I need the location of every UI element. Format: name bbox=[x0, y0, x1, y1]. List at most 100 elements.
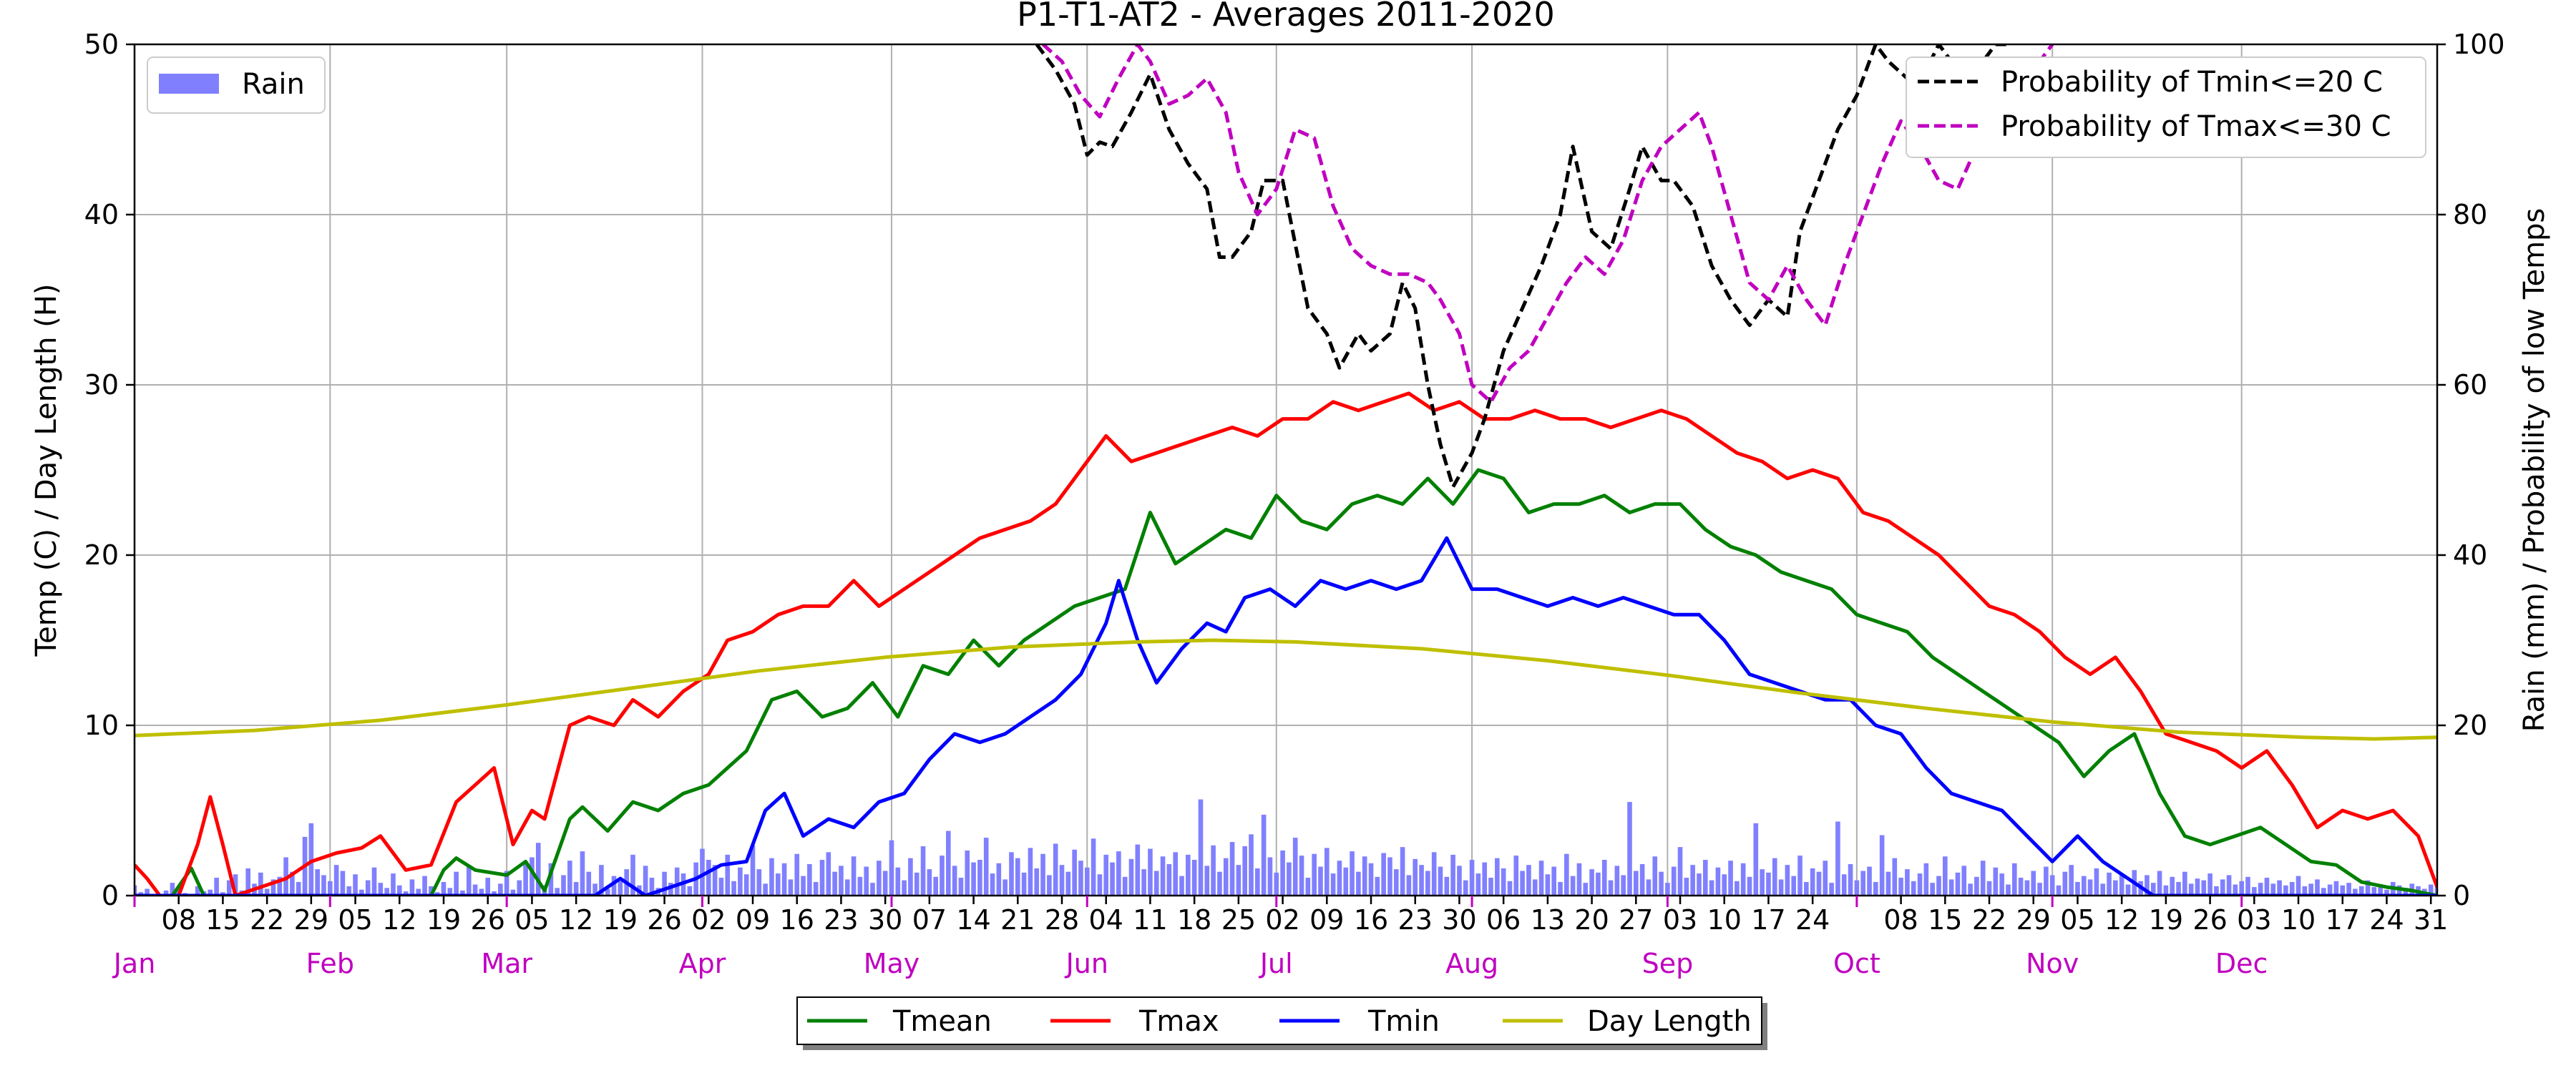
rain-bar bbox=[1766, 872, 1771, 896]
month-tick-label: Feb bbox=[306, 948, 354, 979]
week-tick-label: 23 bbox=[824, 904, 858, 936]
week-tick-label: 31 bbox=[2414, 904, 2448, 936]
rain-bar bbox=[908, 858, 913, 896]
rain-bar bbox=[1065, 871, 1071, 896]
rain-bar bbox=[2327, 884, 2333, 896]
week-tick-label: 17 bbox=[1751, 904, 1785, 936]
rain-bar bbox=[1715, 867, 1721, 896]
rain-bar bbox=[877, 861, 882, 896]
rain-bar bbox=[1986, 881, 1992, 896]
rain-bar bbox=[1204, 866, 1210, 896]
rain-bar bbox=[208, 889, 213, 896]
month-tick-label: Mar bbox=[481, 948, 532, 979]
week-tick-label: 11 bbox=[1133, 904, 1167, 936]
rain-bar bbox=[1835, 821, 1840, 896]
rain-bar bbox=[561, 875, 566, 896]
rain-bar bbox=[296, 881, 301, 896]
rain-bar bbox=[1507, 881, 1513, 896]
rain-bar bbox=[1513, 856, 1519, 896]
week-tick-label: 05 bbox=[514, 904, 549, 936]
rain-bar bbox=[1867, 866, 1872, 896]
rain-bar bbox=[472, 884, 478, 896]
rain-bar bbox=[1148, 848, 1153, 896]
rain-bar bbox=[738, 867, 743, 896]
week-tick-label: 04 bbox=[1089, 904, 1123, 936]
week-tick-label: 09 bbox=[1309, 904, 1344, 936]
rain-bar bbox=[2245, 876, 2250, 896]
rain-bar bbox=[1785, 865, 1790, 896]
rain-bar bbox=[611, 876, 617, 896]
rain-bar bbox=[1091, 838, 1096, 896]
month-tick-label: Oct bbox=[1833, 948, 1880, 979]
rain-bar bbox=[1305, 878, 1311, 896]
rain-bar bbox=[1261, 814, 1267, 896]
rain-bar bbox=[573, 881, 579, 896]
rain-bar bbox=[1905, 869, 1910, 896]
rain-bar bbox=[2201, 880, 2207, 896]
week-tick-label: 13 bbox=[1531, 904, 1565, 936]
rain-bar bbox=[1457, 866, 1462, 896]
month-tick-label: Jun bbox=[1065, 948, 1108, 979]
right-tick-label: 20 bbox=[2453, 710, 2487, 741]
week-tick-label: 03 bbox=[1663, 904, 1697, 936]
rain-bar bbox=[1722, 874, 1727, 896]
week-tick-label: 26 bbox=[647, 904, 681, 936]
rain-bar bbox=[2176, 881, 2181, 896]
rain-bar bbox=[1028, 848, 1033, 896]
month-tick-label: Nov bbox=[2026, 948, 2079, 979]
rain-bar bbox=[990, 873, 995, 896]
rain-bar bbox=[1608, 880, 1614, 896]
rain-bar bbox=[2371, 887, 2377, 896]
rain-bar bbox=[1413, 858, 1418, 896]
rain-bar bbox=[839, 866, 844, 896]
rain-bar bbox=[1337, 861, 1342, 896]
rain-bar bbox=[1804, 881, 1809, 896]
rain-bar bbox=[2296, 876, 2301, 896]
rain-bar bbox=[2044, 866, 2049, 896]
legend-probability: Probability of Tmin<=20 C Probability of… bbox=[1906, 57, 2426, 158]
rain-bar bbox=[333, 865, 339, 896]
rain-bar bbox=[498, 883, 503, 896]
rain-bar bbox=[1702, 860, 1708, 896]
rain-bar bbox=[864, 866, 869, 896]
rain-bar bbox=[567, 861, 572, 896]
rain-bar bbox=[510, 889, 516, 896]
rain-bar bbox=[756, 869, 762, 896]
rain-bar bbox=[2094, 868, 2099, 896]
rain-bar bbox=[927, 869, 932, 896]
legend-bottom: Tmean Tmax Tmin Day Length bbox=[796, 996, 1767, 1050]
rain-bar bbox=[1350, 851, 1355, 896]
rain-bar bbox=[2283, 885, 2288, 896]
rain-bar bbox=[2428, 884, 2434, 896]
rain-bar bbox=[1324, 848, 1330, 896]
rain-bar bbox=[933, 876, 938, 896]
right-axis-label: Rain (mm) / Probability of low Temps bbox=[2518, 208, 2551, 733]
week-tick-label: 05 bbox=[2060, 904, 2094, 936]
rain-bar bbox=[1375, 876, 1380, 896]
rain-bar bbox=[1961, 866, 1967, 896]
rain-bar bbox=[321, 875, 326, 896]
rain-bar bbox=[1488, 878, 1493, 896]
rain-bar bbox=[832, 871, 837, 896]
rain-bar bbox=[2056, 885, 2062, 896]
rain-bar bbox=[2333, 881, 2339, 896]
rain-bar bbox=[454, 871, 459, 896]
week-tick-label: 16 bbox=[1354, 904, 1388, 936]
rain-bar bbox=[1191, 860, 1197, 896]
rain-bars bbox=[135, 799, 2437, 896]
rain-bar bbox=[882, 871, 888, 896]
rain-bar bbox=[1955, 872, 1961, 896]
rain-bar bbox=[2233, 884, 2238, 896]
rain-bar bbox=[952, 866, 957, 896]
week-tick-label: 12 bbox=[382, 904, 416, 936]
rain-bar bbox=[1419, 865, 1424, 896]
rain-bar bbox=[1930, 883, 1935, 896]
rain-bar bbox=[378, 883, 384, 896]
week-tick-label: 24 bbox=[2369, 904, 2404, 936]
chart-title: P1-T1-AT2 - Averages 2011-2020 bbox=[1017, 0, 1555, 34]
rain-bar bbox=[630, 854, 635, 896]
rain-bar bbox=[2145, 875, 2150, 896]
right-tick-label: 80 bbox=[2453, 199, 2487, 230]
rain-bar bbox=[1047, 875, 1052, 896]
rain-bar bbox=[1034, 868, 1040, 896]
